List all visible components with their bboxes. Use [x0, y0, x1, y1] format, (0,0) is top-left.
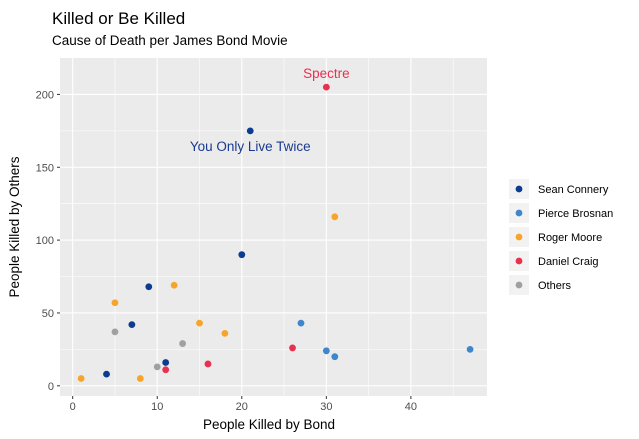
plot-panel [60, 58, 487, 396]
grid-lines [60, 58, 487, 396]
chart-title: Killed or Be Killed [52, 9, 185, 28]
data-points [77, 83, 474, 382]
legend-label-daniel-craig: Daniel Craig [538, 256, 599, 268]
data-point-roger-moore [221, 329, 229, 337]
data-point-daniel-craig [162, 366, 170, 374]
data-point-roger-moore [196, 319, 203, 327]
data-point-roger-moore [111, 299, 119, 307]
y-tick-label: 100 [36, 235, 54, 247]
data-point-others [179, 340, 187, 347]
y-axis-title: People Killed by Others [7, 156, 22, 297]
x-tick-label: 10 [151, 401, 163, 413]
legend-point-roger-moore [515, 233, 523, 241]
data-point-roger-moore [331, 213, 339, 221]
annotations: Spectre You Only Live Twice [190, 66, 350, 154]
data-point-others [111, 328, 119, 336]
data-point-sean-connery [145, 283, 153, 291]
data-point-daniel-craig [322, 83, 330, 91]
data-point-roger-moore [170, 281, 178, 289]
y-tick-label: 200 [36, 89, 54, 101]
x-tick-label: 40 [405, 401, 417, 413]
x-tick-label: 30 [320, 401, 332, 413]
legend: Sean Connery Pierce Brosnan Roger Moore Dan… [509, 179, 613, 295]
data-point-sean-connery [162, 359, 170, 366]
data-point-pierce-brosnan [466, 345, 474, 353]
data-point-others [153, 363, 161, 371]
x-tick-label: 0 [70, 401, 76, 413]
data-point-pierce-brosnan [322, 347, 330, 355]
data-point-sean-connery [128, 321, 136, 329]
legend-label-pierce-brosnan: Pierce Brosnan [538, 208, 613, 220]
data-point-roger-moore [77, 375, 85, 382]
legend-point-pierce-brosnan [515, 209, 523, 217]
chart-subtitle: Cause of Death per James Bond Movie [52, 33, 288, 48]
data-point-daniel-craig [204, 360, 212, 368]
data-point-sean-connery [238, 251, 246, 259]
annotation-label: Spectre [303, 66, 350, 81]
data-point-pierce-brosnan [331, 353, 339, 361]
x-tick-label: 20 [236, 401, 248, 413]
y-tick-label: 150 [36, 162, 54, 174]
data-point-sean-connery [246, 127, 254, 135]
axis-ticks: 0 10 20 30 40 0 50 100 150 200 [36, 89, 417, 413]
y-tick-label: 50 [42, 308, 54, 320]
y-tick-label: 0 [48, 381, 54, 393]
x-axis-title: People Killed by Bond [203, 417, 335, 432]
annotation-label: You Only Live Twice [190, 139, 311, 154]
data-point-sean-connery [103, 370, 110, 378]
legend-label-others: Others [538, 280, 572, 292]
legend-label-roger-moore: Roger Moore [538, 232, 602, 244]
data-point-daniel-craig [289, 344, 296, 352]
legend-point-daniel-craig [515, 257, 523, 265]
data-point-roger-moore [136, 375, 144, 382]
data-point-pierce-brosnan [297, 319, 305, 327]
legend-label-sean-connery: Sean Connery [538, 184, 609, 196]
legend-point-others [515, 281, 523, 289]
legend-point-sean-connery [515, 185, 523, 193]
